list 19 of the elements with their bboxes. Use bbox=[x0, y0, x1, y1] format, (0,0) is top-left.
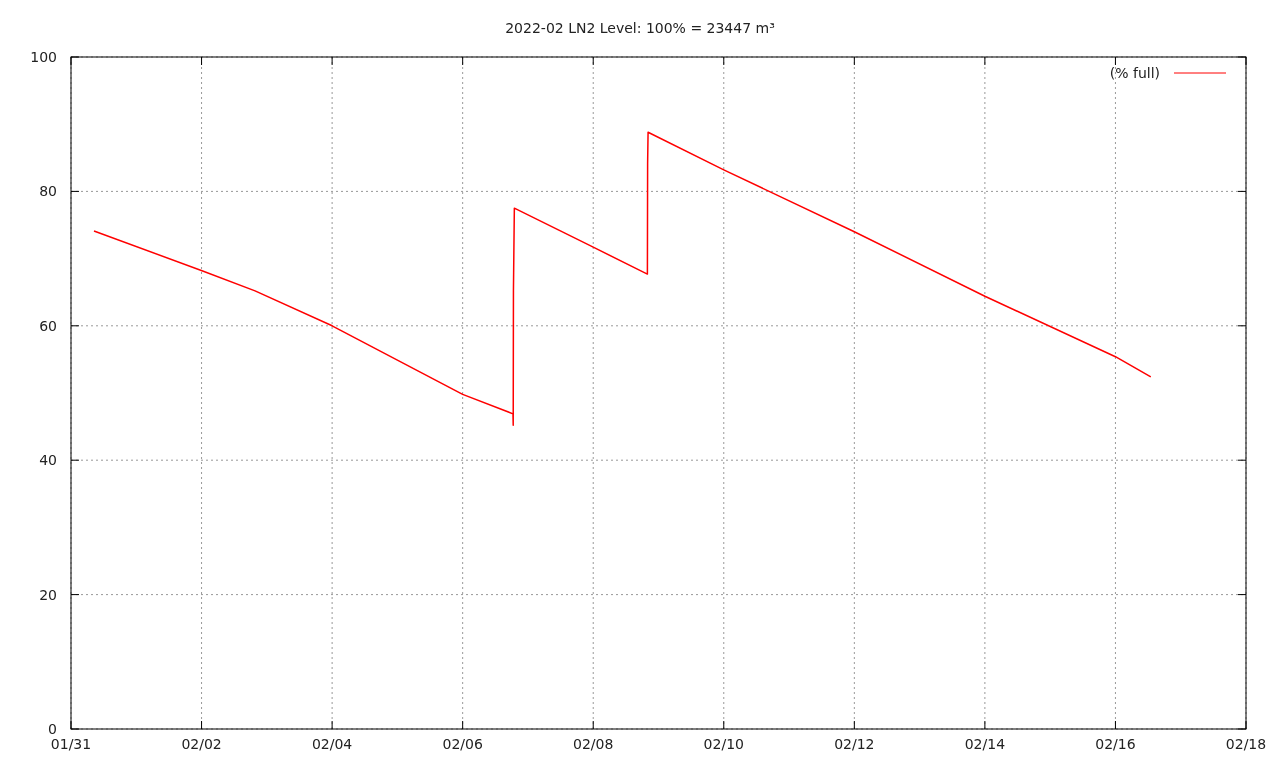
chart-title: 2022-02 LN2 Level: 100% = 23447 m³ bbox=[505, 20, 775, 36]
x-tick-label: 02/04 bbox=[311, 736, 353, 752]
y-tick-label: 100 bbox=[30, 49, 57, 65]
legend-label: (% full) bbox=[1109, 65, 1160, 81]
y-tick-label: 0 bbox=[48, 721, 57, 737]
x-tick-label: 02/10 bbox=[703, 736, 744, 752]
x-tick-label: 02/14 bbox=[964, 736, 1006, 752]
y-tick-label: 80 bbox=[39, 183, 57, 200]
x-tick-label: 02/08 bbox=[573, 736, 614, 752]
y-tick-label: 60 bbox=[39, 317, 57, 334]
x-tick-label: 02/16 bbox=[1095, 736, 1136, 752]
y-tick-label: 40 bbox=[39, 452, 57, 469]
line-series bbox=[93, 131, 1152, 427]
x-tick-label: 01/31 bbox=[50, 736, 92, 752]
x-tick-label: 02/12 bbox=[834, 736, 875, 752]
x-tick-label: 02/02 bbox=[181, 736, 222, 752]
x-tick-label: 02/18 bbox=[1225, 736, 1267, 752]
x-tick-label: 02/06 bbox=[442, 736, 483, 752]
y-tick-label: 20 bbox=[39, 586, 57, 603]
